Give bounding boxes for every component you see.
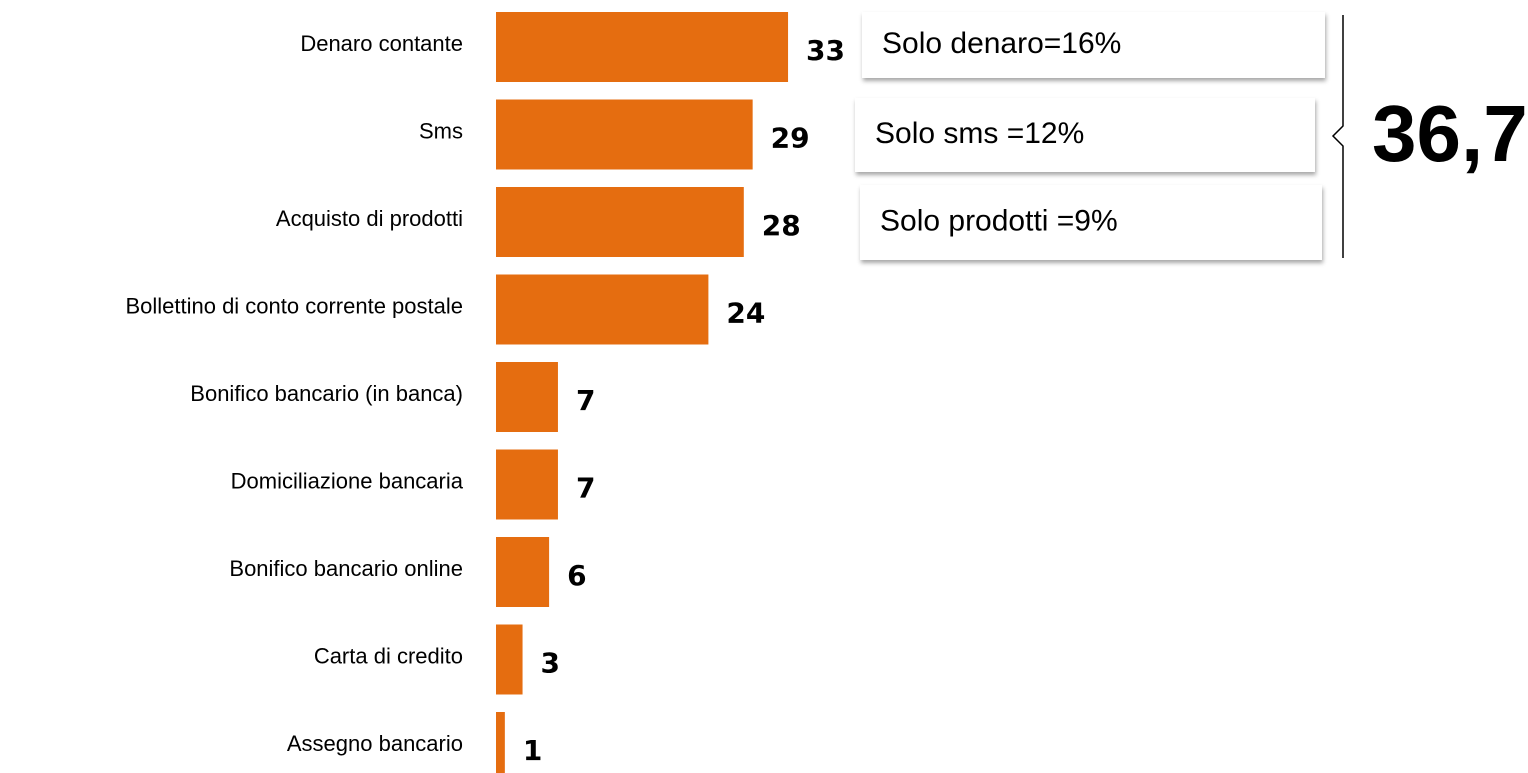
category-label: Bollettino di conto corrente postale [125,293,463,318]
annotation: Solo sms =12% [875,117,1084,150]
category-label: Denaro contante [300,31,463,56]
category-label: Assegno bancario [287,731,463,756]
value-label: 28 [762,209,801,242]
value-label: 7 [576,384,595,417]
value-label: 7 [576,472,595,505]
annotation-box [860,185,1322,260]
annotation-box [855,98,1315,172]
bar [496,99,753,170]
value-label: 6 [567,559,586,592]
bar [496,449,558,520]
value-label: 24 [726,297,765,330]
value-label: 3 [541,647,560,680]
annotation: Solo prodotti =9% [880,204,1118,237]
bar [496,187,744,257]
bar [496,712,505,773]
bar [496,624,523,695]
category-label: Bonifico bancario (in banca) [190,381,463,406]
value-label: 33 [806,34,845,67]
category-label: Bonifico bancario online [229,556,463,581]
category-label: Carta di credito [314,643,463,668]
total-label: 36,7 [1372,89,1528,178]
category-label: Domiciliazione bancaria [231,468,464,493]
bar [496,537,550,607]
category-label: Sms [419,118,463,143]
category-label: Acquisto di prodotti [276,206,463,231]
bar [496,362,558,432]
value-label: 1 [523,734,542,767]
bar [496,274,709,345]
bar [496,12,789,82]
value-label: 29 [771,122,810,155]
annotation: Solo denaro=16% [882,27,1121,60]
annotation-box [862,12,1325,78]
bracket [1331,15,1344,258]
